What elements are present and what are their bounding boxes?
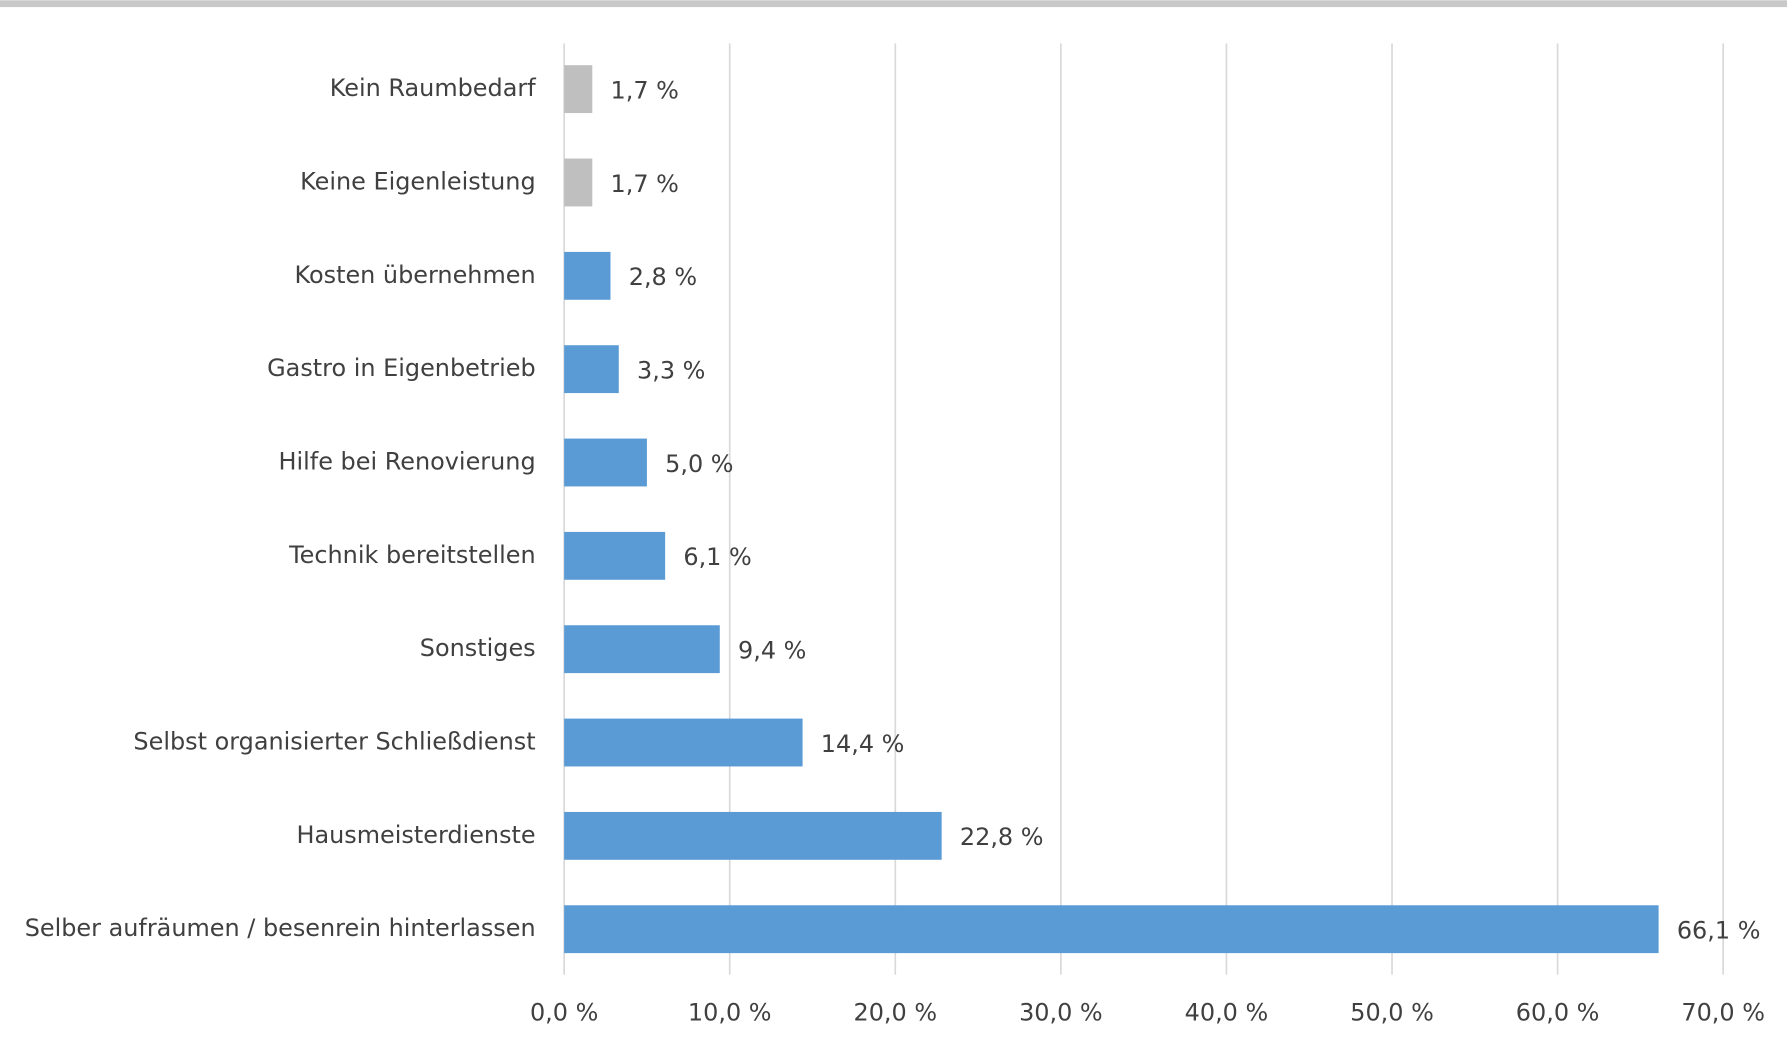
category-label: Keine Eigenleistung xyxy=(300,167,536,195)
category-label: Hausmeisterdienste xyxy=(296,821,535,849)
bar xyxy=(564,625,720,674)
bar xyxy=(564,158,593,207)
value-label: 6,1 % xyxy=(683,543,751,571)
value-label: 9,4 % xyxy=(738,636,806,664)
x-tick-label: 30,0 % xyxy=(1019,998,1103,1026)
value-label: 1,7 % xyxy=(611,76,679,104)
category-label: Sonstiges xyxy=(420,634,536,662)
value-label: 66,1 % xyxy=(1677,916,1761,944)
bar xyxy=(564,345,619,394)
category-label: Selber aufräumen / besenrein hinterlasse… xyxy=(25,914,536,942)
value-label: 2,8 % xyxy=(629,263,697,291)
category-label: Technik bereitstellen xyxy=(288,541,536,569)
value-label: 5,0 % xyxy=(665,450,733,478)
bar xyxy=(564,65,593,114)
category-label: Hilfe bei Renovierung xyxy=(279,448,536,476)
x-tick-label: 60,0 % xyxy=(1516,998,1600,1026)
bar xyxy=(564,718,803,767)
category-label: Gastro in Eigenbetrieb xyxy=(267,354,536,382)
value-label: 3,3 % xyxy=(637,356,705,384)
x-tick-label: 50,0 % xyxy=(1350,998,1434,1026)
bar xyxy=(564,251,611,300)
category-label: Kein Raumbedarf xyxy=(330,74,536,102)
bar xyxy=(564,811,942,860)
x-tick-label: 40,0 % xyxy=(1185,998,1269,1026)
top-band xyxy=(0,0,1787,8)
category-label: Selbst organisierter Schließdienst xyxy=(133,728,535,756)
value-label: 14,4 % xyxy=(821,730,905,758)
x-tick-label: 70,0 % xyxy=(1681,998,1765,1026)
x-tick-label: 10,0 % xyxy=(688,998,772,1026)
bar xyxy=(564,438,647,487)
x-tick-label: 20,0 % xyxy=(853,998,937,1026)
bar xyxy=(564,905,1659,954)
value-label: 1,7 % xyxy=(611,170,679,198)
bar xyxy=(564,531,666,580)
value-label: 22,8 % xyxy=(960,823,1044,851)
category-label: Kosten übernehmen xyxy=(294,261,535,289)
x-tick-label: 0,0 % xyxy=(530,998,598,1026)
